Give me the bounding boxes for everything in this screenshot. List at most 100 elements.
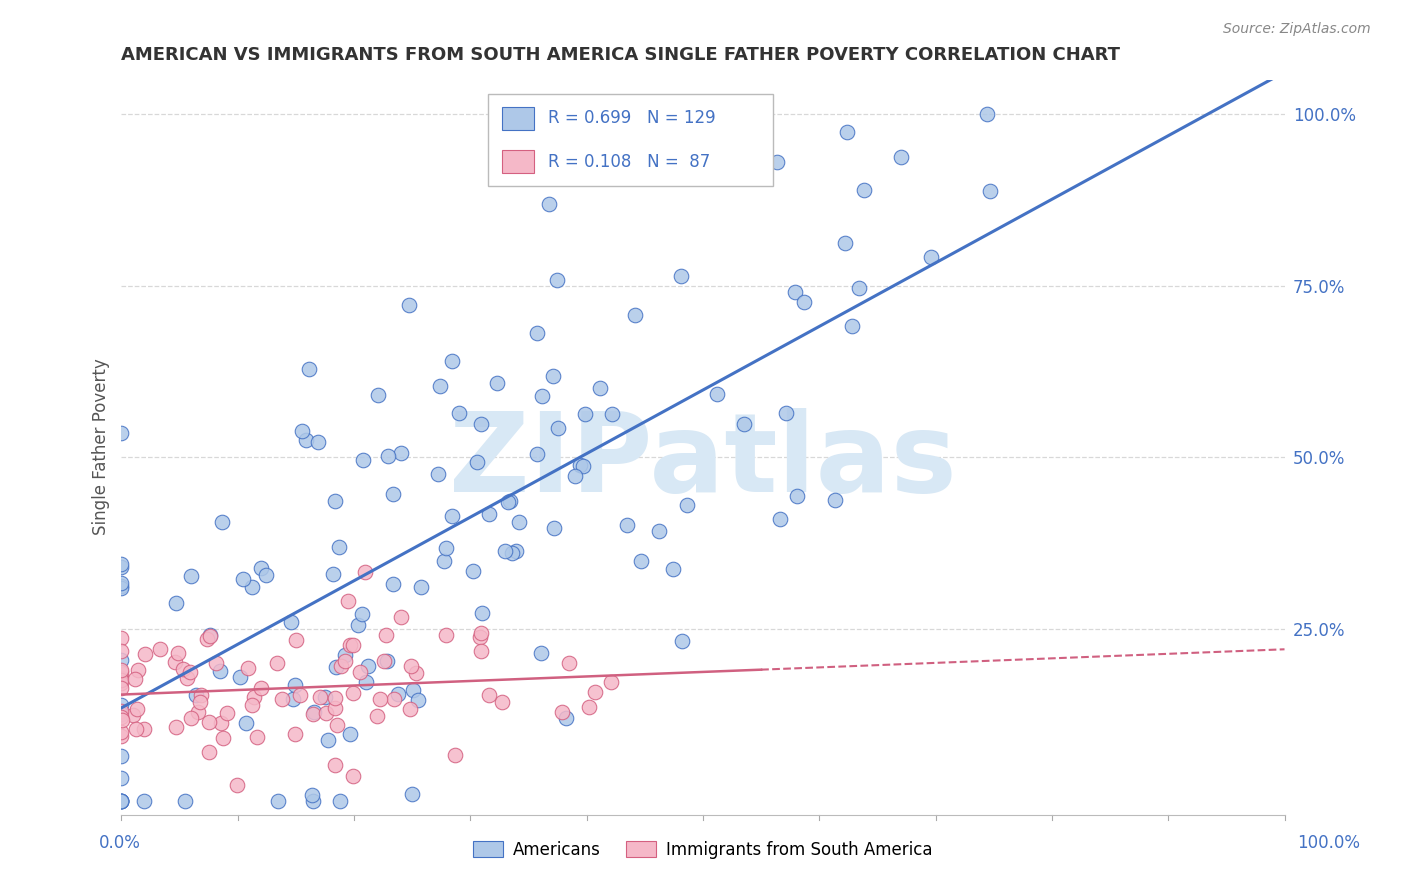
Point [240,580,263,594]
Point [501,546,523,560]
Point [110,698,132,712]
Point [441,353,464,368]
Point [478,508,501,522]
Point [226,778,249,792]
Point [470,417,492,431]
Point [288,688,311,702]
Point [564,468,586,483]
Point [110,559,132,574]
Point [127,663,149,677]
Point [546,273,568,287]
Point [547,421,569,435]
Point [266,656,288,670]
Point [367,388,389,402]
Point [110,673,132,687]
Point [270,692,292,706]
Point [558,657,581,671]
Point [554,711,576,725]
Point [354,565,377,579]
Point [110,653,132,667]
Point [429,379,451,393]
Point [165,719,187,733]
Point [110,729,132,743]
Point [979,185,1001,199]
Point [110,557,132,571]
Point [706,387,728,401]
Text: Source: ZipAtlas.com: Source: ZipAtlas.com [1223,22,1371,37]
Point [173,794,195,808]
Point [398,298,420,312]
Point [835,125,858,139]
Point [111,713,134,727]
Point [583,685,606,699]
Point [110,794,132,808]
Point [110,748,132,763]
Point [110,579,132,593]
Point [342,638,364,652]
Point [433,554,456,568]
Point [671,634,693,648]
Point [204,656,226,670]
Point [769,512,792,526]
Point [329,658,352,673]
Point [110,576,132,591]
Point [291,424,314,438]
Text: 100.0%: 100.0% [1298,834,1360,852]
Point [188,695,211,709]
Point [530,389,553,403]
Point [465,455,488,469]
Point [110,676,132,690]
Point [785,285,807,299]
Point [675,498,697,512]
Point [375,654,398,668]
Point [491,695,513,709]
Text: 0.0%: 0.0% [98,834,141,852]
Point [256,568,278,582]
Point [468,630,491,644]
Text: ZIPatlas: ZIPatlas [449,409,957,516]
Point [301,788,323,802]
Point [976,107,998,121]
Point [775,406,797,420]
Point [110,644,132,658]
Point [281,691,304,706]
Point [333,654,356,668]
Point [461,565,484,579]
Point [505,544,527,558]
Point [342,769,364,783]
Point [149,641,172,656]
Point [848,281,870,295]
Point [499,494,522,508]
Point [163,655,186,669]
Point [316,733,339,747]
Point [187,705,209,719]
Point [198,714,221,729]
Point [121,708,143,723]
Bar [502,107,534,129]
Point [301,706,323,721]
Point [323,701,346,715]
Point [853,183,876,197]
Point [786,489,808,503]
Point [250,560,273,574]
Point [110,794,132,808]
Point [184,688,207,702]
Point [399,658,422,673]
Point [209,716,232,731]
Point [890,150,912,164]
Point [165,596,187,610]
Point [329,794,352,808]
Point [240,698,263,712]
Point [669,269,692,284]
Text: AMERICAN VS IMMIGRANTS FROM SOUTH AMERICA SINGLE FATHER POVERTY CORRELATION CHAR: AMERICAN VS IMMIGRANTS FROM SOUTH AMERIC… [121,46,1121,64]
Point [496,495,519,509]
Point [323,691,346,706]
Point [427,467,450,481]
Point [110,724,132,739]
Point [110,631,132,645]
Point [373,655,395,669]
Point [315,706,337,720]
Point [766,154,789,169]
Point [382,692,405,706]
Point [134,647,156,661]
